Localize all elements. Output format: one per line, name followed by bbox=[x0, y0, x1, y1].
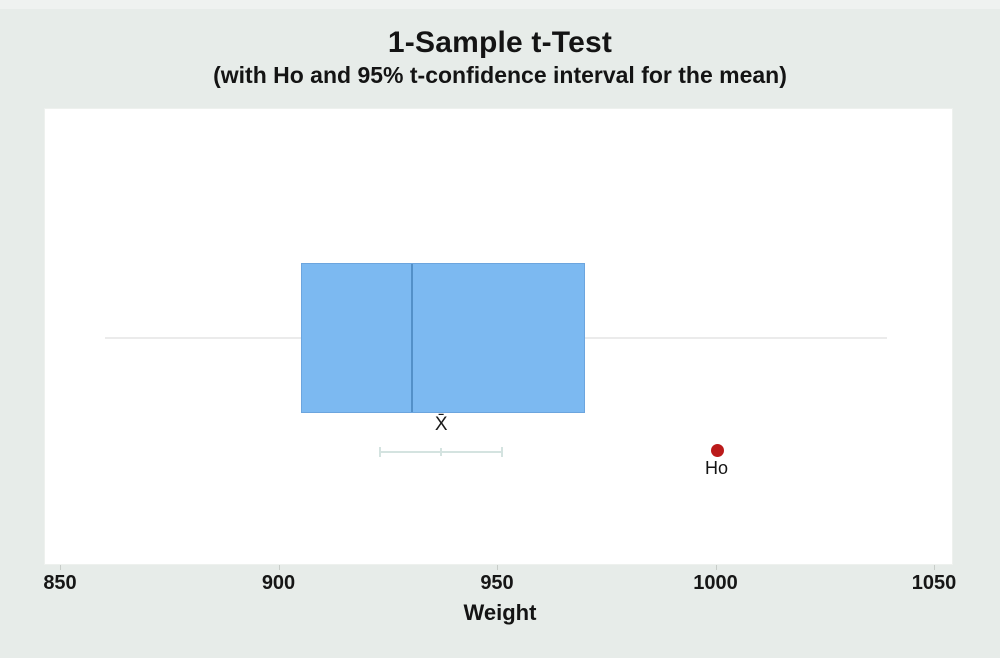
x-tick-mark bbox=[60, 565, 61, 570]
x-tick-label: 950 bbox=[480, 572, 514, 594]
x-tick-mark bbox=[278, 565, 280, 570]
x-axis: 850 900 950 1000 1050 bbox=[43, 565, 956, 625]
boxplot-median-line bbox=[410, 264, 413, 412]
ci-upper-tick bbox=[501, 447, 504, 457]
x-tick-label: 1000 bbox=[693, 572, 738, 594]
boxplot-box bbox=[301, 263, 586, 413]
plot-area: X̄ Ho bbox=[44, 108, 953, 565]
mean-xbar-label: X̄ bbox=[434, 414, 448, 435]
x-tick-label: 900 bbox=[261, 572, 296, 594]
x-tick-label: 850 bbox=[43, 572, 77, 594]
chart-title: 1-Sample t-Test bbox=[387, 26, 613, 59]
x-tick-mark bbox=[497, 565, 498, 570]
ho-marker-dot bbox=[710, 444, 724, 457]
x-tick-label: 1050 bbox=[911, 572, 957, 594]
top-sheen bbox=[0, 0, 1000, 9]
x-tick-mark bbox=[715, 565, 717, 570]
ho-marker-label: Ho bbox=[704, 458, 728, 478]
chart-subtitle: (with Ho and 95% t-confidence interval f… bbox=[213, 62, 787, 88]
x-tick-mark bbox=[934, 565, 935, 570]
ci-mean-tick bbox=[440, 448, 443, 456]
ci-lower-tick bbox=[379, 447, 381, 457]
x-axis-title: Weight bbox=[463, 600, 537, 625]
